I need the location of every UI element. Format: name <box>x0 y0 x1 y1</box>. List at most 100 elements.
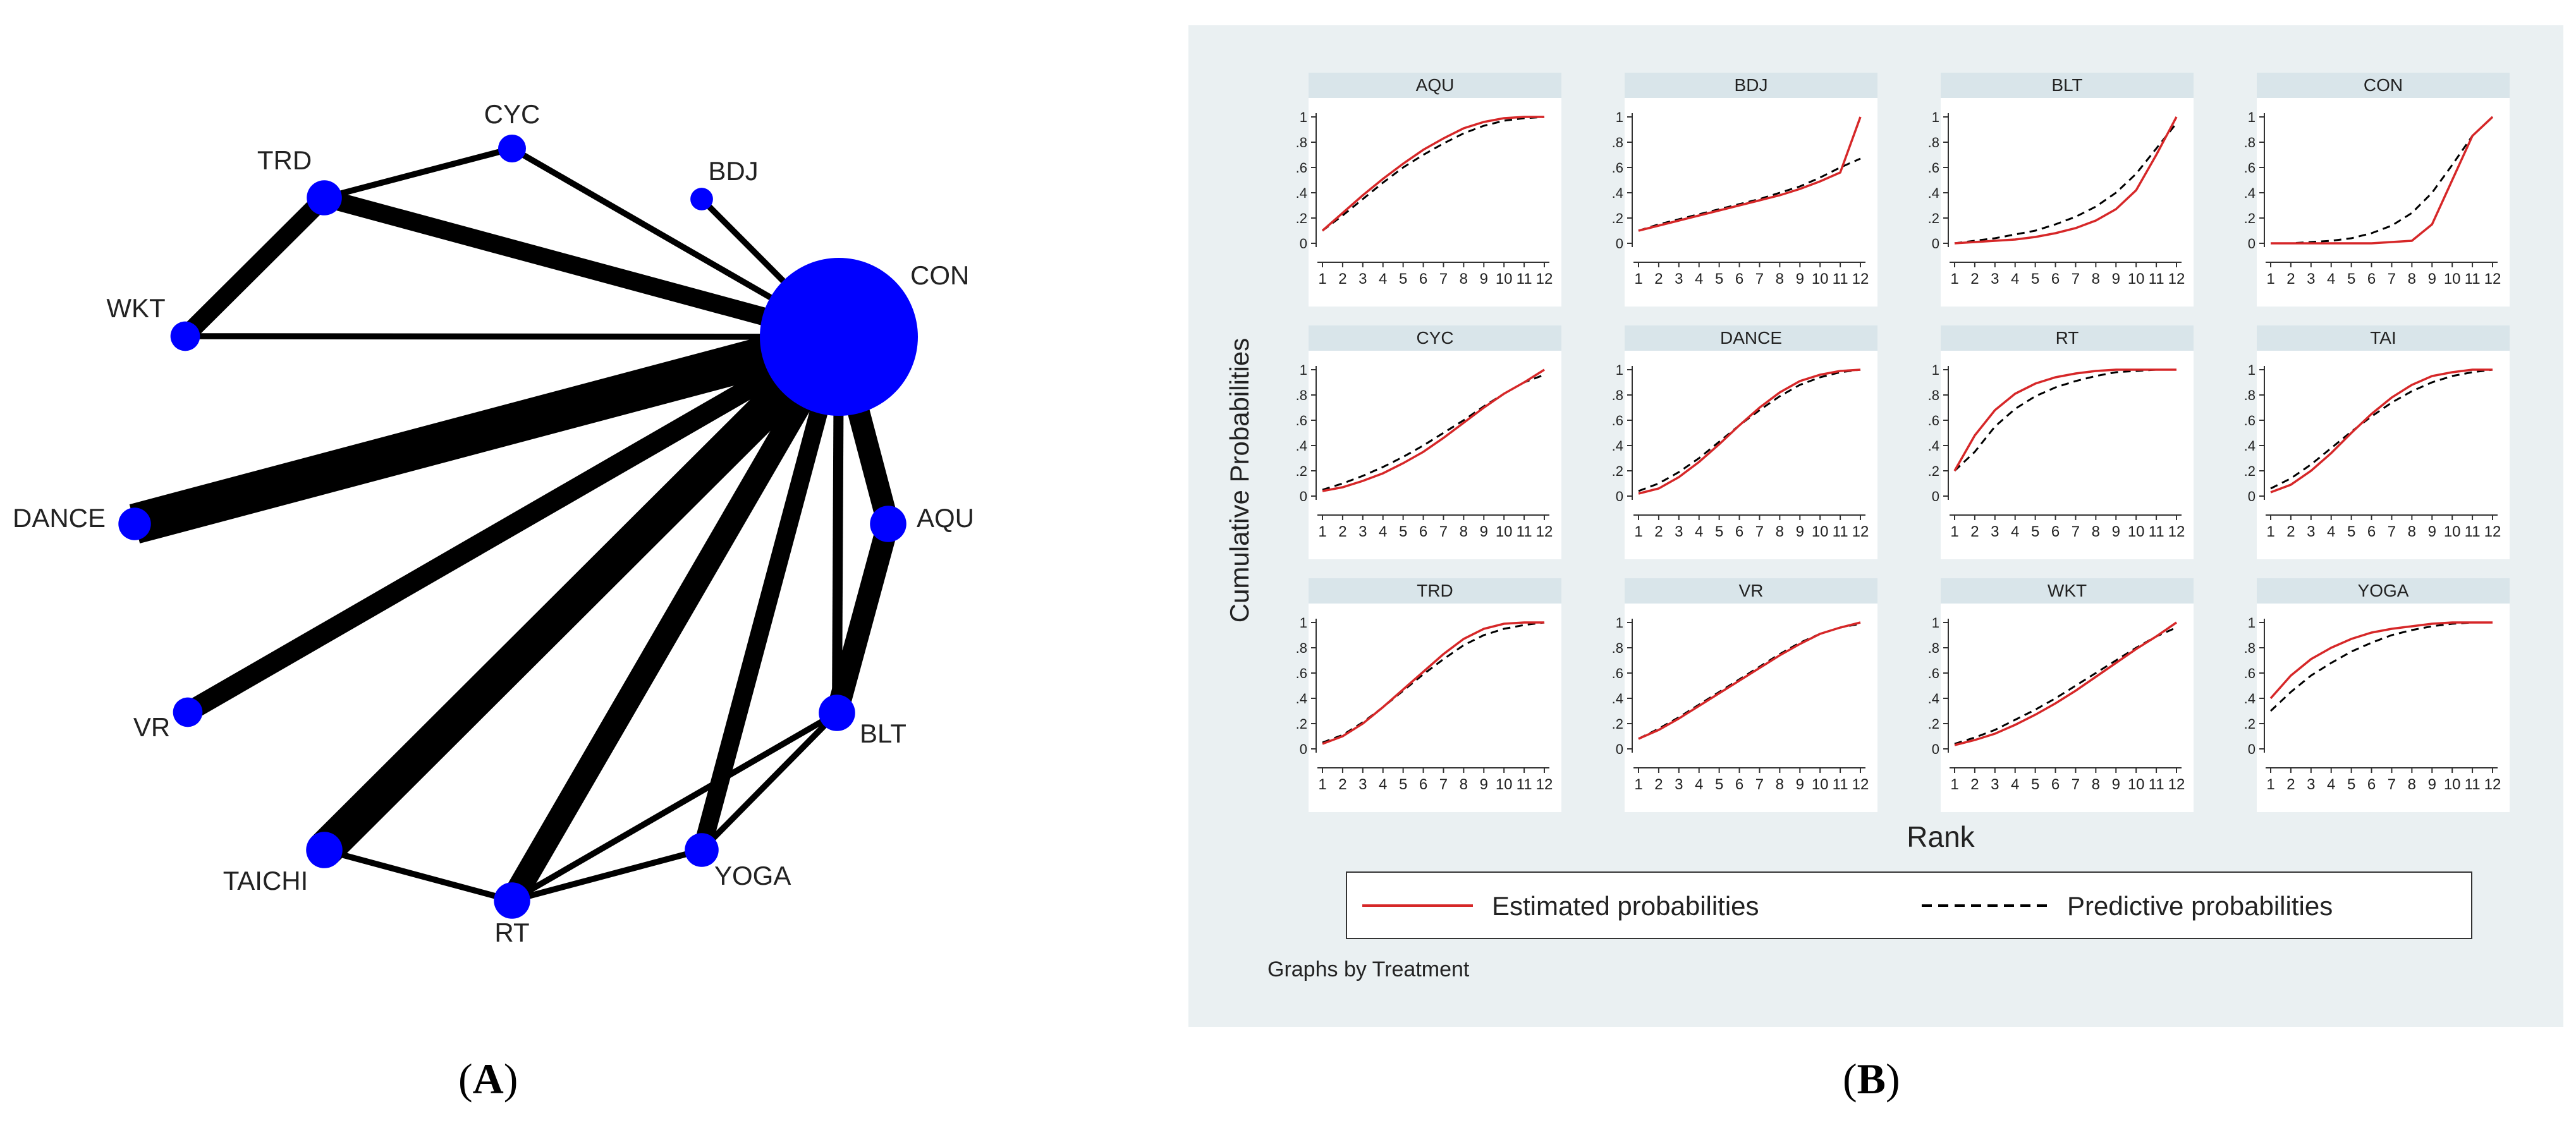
x-tick-label: 3 <box>1991 776 1999 793</box>
subplot-header <box>1941 578 2194 604</box>
estimated-line-dance <box>1638 368 1861 495</box>
graphs-by-note: Graphs by Treatment <box>1267 957 1470 981</box>
x-tick-label: 9 <box>2428 523 2436 540</box>
x-tick-label: 10 <box>1812 523 1829 540</box>
x-tick-label: 6 <box>2051 270 2060 288</box>
x-tick-label: 5 <box>2347 270 2355 288</box>
plot-area <box>1625 351 1877 559</box>
edge-con-vr <box>183 328 844 721</box>
y-tick-label: 0 <box>1932 489 1939 504</box>
y-axis-title: Cumulative Probabilities <box>1224 338 1254 623</box>
y-tick-label: .4 <box>1296 691 1307 707</box>
x-tick-label: 3 <box>1675 776 1683 793</box>
y-tick-label: 0 <box>1616 236 1623 252</box>
x-tick-label: 11 <box>2149 270 2164 288</box>
x-tick-label: 11 <box>2465 523 2481 540</box>
x-tick-label: 8 <box>1776 776 1784 793</box>
node-label-aqu: AQU <box>917 503 974 533</box>
x-tick-label: 9 <box>1480 523 1488 540</box>
panel-label-a: (A) <box>458 1055 518 1103</box>
x-tick-label: 2 <box>1970 523 1979 540</box>
node-taichi <box>306 832 343 868</box>
x-tick-label: 12 <box>2168 776 2185 793</box>
x-tick-label: 3 <box>2307 523 2315 540</box>
node-cyc <box>498 135 526 162</box>
y-tick-label: .4 <box>1928 438 1939 454</box>
x-tick-label: 7 <box>1755 270 1764 288</box>
subplot-title: CON <box>2364 75 2403 95</box>
x-tick-label: 3 <box>1991 523 1999 540</box>
x-tick-label: 7 <box>1755 776 1764 793</box>
x-tick-label: 8 <box>2408 776 2416 793</box>
subplot-title: AQU <box>1416 75 1455 95</box>
x-tick-label: 10 <box>2444 523 2461 540</box>
estimated-line-bdj <box>1638 116 1862 232</box>
y-tick-label: 0 <box>2248 489 2256 504</box>
x-tick-label: 10 <box>2444 776 2461 793</box>
x-tick-label: 2 <box>1338 776 1346 793</box>
x-tick-label: 5 <box>1399 776 1407 793</box>
x-tick-label: 1 <box>1634 270 1642 288</box>
x-tick-label: 11 <box>2149 523 2164 540</box>
node-rt <box>494 882 530 919</box>
x-tick-label: 11 <box>1833 270 1848 288</box>
x-tick-label: 6 <box>1735 270 1743 288</box>
x-tick-label: 2 <box>2286 523 2295 540</box>
x-tick-label: 2 <box>1970 776 1979 793</box>
x-tick-label: 8 <box>2092 270 2100 288</box>
subplot-title: RT <box>2056 328 2079 348</box>
plot-area <box>1309 98 1561 307</box>
y-tick-label: 1 <box>1616 615 1623 631</box>
x-tick-label: 6 <box>1419 270 1427 288</box>
x-tick-label: 1 <box>1950 776 1958 793</box>
x-tick-label: 8 <box>2408 270 2416 288</box>
edge-con-yoga <box>693 334 848 853</box>
subplot-title: TRD <box>1417 581 1453 600</box>
y-tick-label: .6 <box>2244 160 2256 176</box>
y-tick-label: .4 <box>1612 438 1623 454</box>
x-tick-label: 7 <box>2388 270 2396 288</box>
x-tick-label: 9 <box>2112 523 2120 540</box>
edge-rt-yoga <box>511 847 703 904</box>
y-tick-label: 0 <box>1932 741 1939 757</box>
x-tick-label: 4 <box>2011 270 2019 288</box>
y-tick-label: .2 <box>1612 210 1623 226</box>
y-tick-label: .6 <box>1296 160 1307 176</box>
estimated-line-blt <box>1954 116 2178 245</box>
x-tick-label: 1 <box>1318 776 1326 793</box>
x-tick-label: 2 <box>1338 523 1346 540</box>
edge-blt-yoga <box>699 710 839 853</box>
edge-taichi-rt <box>323 847 513 904</box>
x-tick-label: 8 <box>2092 776 2100 793</box>
x-tick-label: 11 <box>1517 270 1532 288</box>
x-tick-label: 5 <box>1715 776 1723 793</box>
predictive-line-blt <box>1954 123 2178 245</box>
x-tick-label: 7 <box>2388 523 2396 540</box>
node-aqu <box>870 506 906 542</box>
x-tick-label: 12 <box>1852 523 1869 540</box>
y-tick-label: .8 <box>2244 387 2256 403</box>
x-tick-label: 7 <box>1439 776 1448 793</box>
node-dance <box>118 507 151 540</box>
x-tick-label: 7 <box>2388 776 2396 793</box>
x-tick-label: 10 <box>1812 270 1829 288</box>
x-tick-label: 8 <box>1776 523 1784 540</box>
y-tick-label: .2 <box>1296 463 1307 479</box>
y-tick-label: 1 <box>2248 109 2256 125</box>
y-tick-label: .6 <box>1296 413 1307 428</box>
x-tick-label: 8 <box>1460 523 1468 540</box>
x-tick-label: 8 <box>2092 523 2100 540</box>
x-tick-label: 11 <box>1833 776 1848 793</box>
x-tick-label: 4 <box>2011 776 2019 793</box>
y-tick-label: 0 <box>2248 741 2256 757</box>
x-tick-label: 2 <box>1970 270 1979 288</box>
subplot-title: YOGA <box>2358 581 2409 600</box>
plot-area <box>1941 98 2194 307</box>
x-tick-label: 3 <box>1675 270 1683 288</box>
plot-area <box>1625 604 1877 812</box>
x-tick-label: 8 <box>1460 270 1468 288</box>
x-tick-label: 4 <box>1695 523 1703 540</box>
x-tick-label: 1 <box>2266 776 2274 793</box>
x-tick-label: 4 <box>2327 776 2335 793</box>
